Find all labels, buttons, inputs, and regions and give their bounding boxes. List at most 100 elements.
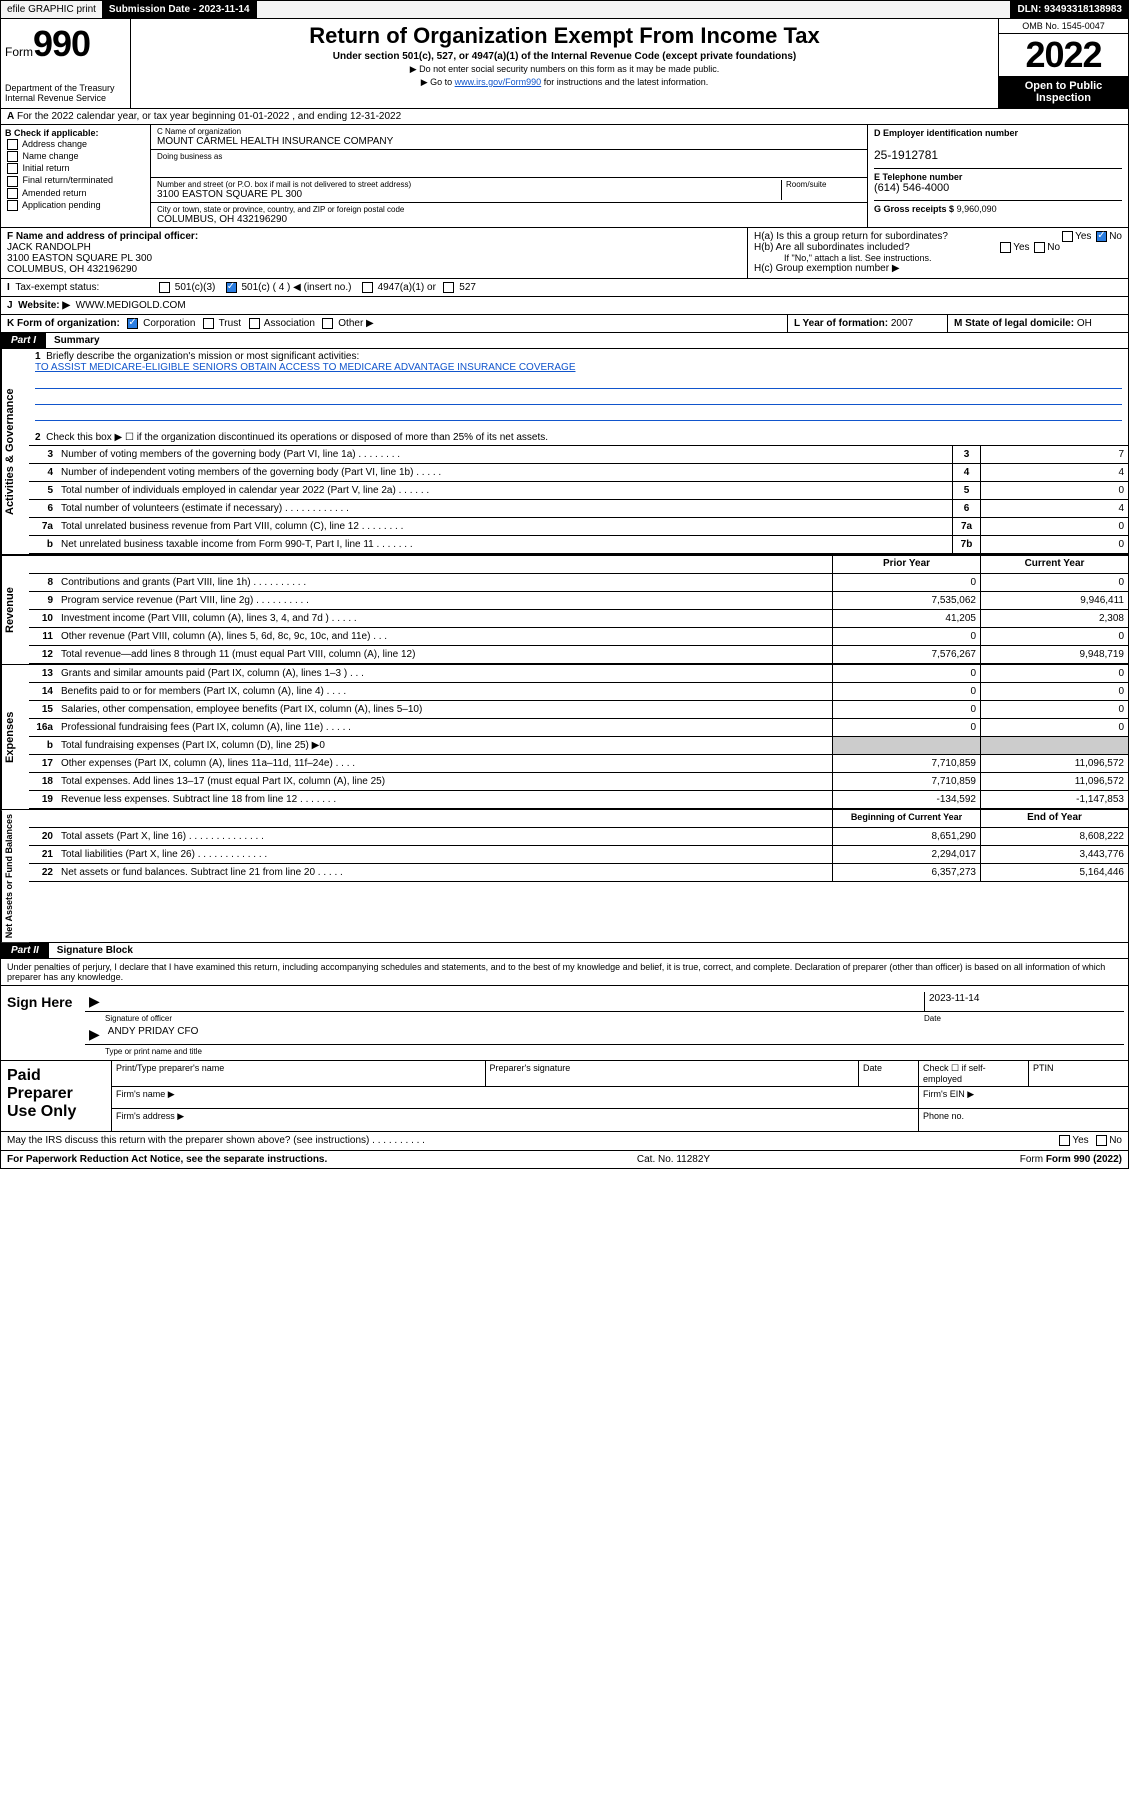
summary-line: bTotal fundraising expenses (Part IX, co… — [29, 737, 1128, 755]
form-subtitle: Under section 501(c), 527, or 4947(a)(1)… — [139, 51, 990, 62]
arrow-icon: ▶ — [85, 1025, 104, 1044]
telephone: E Telephone number (614) 546-4000 — [874, 168, 1122, 194]
summary-line: 21Total liabilities (Part X, line 26) . … — [29, 846, 1128, 864]
irs-link[interactable]: www.irs.gov/Form990 — [455, 77, 542, 87]
summary-expenses: Expenses 13Grants and similar amounts pa… — [0, 664, 1129, 809]
footer-row: For Paperwork Reduction Act Notice, see … — [0, 1151, 1129, 1169]
form-header: Form990 Department of the Treasury Inter… — [0, 19, 1129, 109]
row-a-period: A For the 2022 calendar year, or tax yea… — [0, 109, 1129, 125]
form-id: Form990 — [5, 23, 126, 65]
open-inspection: Open to Public Inspection — [999, 76, 1128, 108]
summary-line: 10Investment income (Part VIII, column (… — [29, 610, 1128, 628]
summary-line: 14Benefits paid to or for members (Part … — [29, 683, 1128, 701]
form-note2: ▶ Go to www.irs.gov/Form990 for instruct… — [139, 77, 990, 88]
submission-date: Submission Date - 2023-11-14 — [103, 1, 257, 18]
tax-year: 2022 — [999, 34, 1128, 76]
row-f-h: F Name and address of principal officer:… — [0, 228, 1129, 279]
col-end-year: End of Year — [980, 810, 1128, 827]
summary-line: 16aProfessional fundraising fees (Part I… — [29, 719, 1128, 737]
state-domicile: M State of legal domicile: OH — [948, 315, 1128, 332]
gross-receipts: G Gross receipts $ 9,960,090 — [874, 200, 1122, 214]
year-formation: L Year of formation: 2007 — [788, 315, 948, 332]
summary-line: 22Net assets or fund balances. Subtract … — [29, 864, 1128, 882]
col-prior-year: Prior Year — [832, 556, 980, 573]
street-address: Number and street (or P.O. box if mail i… — [151, 178, 867, 203]
department: Department of the Treasury Internal Reve… — [5, 83, 126, 103]
officer-name: ANDY PRIDAY CFO — [104, 1025, 203, 1044]
top-bar: efile GRAPHIC print Submission Date - 20… — [0, 0, 1129, 19]
part1-header: Part I Summary — [0, 333, 1129, 349]
dln: DLN: 93493318138983 — [1010, 1, 1128, 18]
check-address[interactable]: Address change — [5, 139, 146, 150]
form-title: Return of Organization Exempt From Incom… — [139, 23, 990, 49]
firm-ein: Firm's EIN ▶ — [918, 1087, 1128, 1108]
preparer-name: Print/Type preparer's name — [111, 1061, 485, 1086]
paid-preparer: Paid Preparer Use Only Print/Type prepar… — [0, 1061, 1129, 1132]
firm-name: Firm's name ▶ — [111, 1087, 918, 1108]
summary-governance: Activities & Governance 1 Briefly descri… — [0, 349, 1129, 554]
mission-text[interactable]: TO ASSIST MEDICARE-ELIGIBLE SENIORS OBTA… — [35, 362, 576, 373]
part2-header: Part II Signature Block — [0, 943, 1129, 959]
check-name[interactable]: Name change — [5, 151, 146, 162]
vtab-expenses: Expenses — [1, 665, 29, 809]
check-amended[interactable]: Amended return — [5, 188, 146, 199]
city-address: City or town, state or province, country… — [151, 203, 867, 227]
summary-line: 5Total number of individuals employed in… — [29, 482, 1128, 500]
ptin: PTIN — [1028, 1061, 1128, 1086]
firm-phone: Phone no. — [918, 1109, 1128, 1131]
summary-line: 17Other expenses (Part IX, column (A), l… — [29, 755, 1128, 773]
summary-line: bNet unrelated business taxable income f… — [29, 536, 1128, 554]
cat-no: Cat. No. 11282Y — [637, 1154, 710, 1165]
summary-line: 20Total assets (Part X, line 16) . . . .… — [29, 828, 1128, 846]
summary-line: 6Total number of volunteers (estimate if… — [29, 500, 1128, 518]
org-info-grid: B Check if applicable: Address change Na… — [0, 125, 1129, 228]
row-k-l-m: K Form of organization: Corporation Trus… — [0, 315, 1129, 333]
form-note1: ▶ Do not enter social security numbers o… — [139, 64, 990, 75]
summary-line: 3Number of voting members of the governi… — [29, 446, 1128, 464]
vtab-revenue: Revenue — [1, 556, 29, 664]
row-i: I Tax-exempt status: 501(c)(3) 501(c) ( … — [0, 279, 1129, 297]
discuss-row: May the IRS discuss this return with the… — [0, 1132, 1129, 1150]
vtab-governance: Activities & Governance — [1, 349, 29, 554]
row-j: J Website: ▶ WWW.MEDIGOLD.COM — [0, 297, 1129, 315]
h-b: H(b) Are all subordinates included? Yes … — [754, 242, 1122, 253]
summary-line: 8Contributions and grants (Part VIII, li… — [29, 574, 1128, 592]
form-ref: Form Form 990 (2022) — [1020, 1154, 1122, 1165]
summary-line: 13Grants and similar amounts paid (Part … — [29, 665, 1128, 683]
self-employed-check[interactable]: Check ☐ if self-employed — [918, 1061, 1028, 1086]
efile-label[interactable]: efile GRAPHIC print — [1, 1, 103, 18]
check-pending[interactable]: Application pending — [5, 200, 146, 211]
h-b-note: If "No," attach a list. See instructions… — [754, 253, 1122, 263]
summary-line: 9Program service revenue (Part VIII, lin… — [29, 592, 1128, 610]
preparer-date: Date — [858, 1061, 918, 1086]
sig-date: 2023-11-14 — [924, 992, 1124, 1011]
paid-preparer-label: Paid Preparer Use Only — [1, 1061, 111, 1131]
ein: D Employer identification number 25-1912… — [874, 128, 1122, 162]
check-final[interactable]: Final return/terminated — [5, 175, 146, 186]
summary-line: 15Salaries, other compensation, employee… — [29, 701, 1128, 719]
arrow-icon: ▶ — [85, 992, 104, 1011]
section-b: B Check if applicable: Address change Na… — [1, 125, 151, 227]
vtab-net: Net Assets or Fund Balances — [1, 810, 29, 942]
firm-address: Firm's address ▶ — [111, 1109, 918, 1131]
summary-line: 19Revenue less expenses. Subtract line 1… — [29, 791, 1128, 809]
summary-line: 7aTotal unrelated business revenue from … — [29, 518, 1128, 536]
org-name: C Name of organization MOUNT CARMEL HEAL… — [151, 125, 867, 150]
summary-line: 4Number of independent voting members of… — [29, 464, 1128, 482]
col-current-year: Current Year — [980, 556, 1128, 573]
h-a: H(a) Is this a group return for subordin… — [754, 231, 1122, 242]
sign-here-label: Sign Here — [1, 986, 81, 1060]
h-c: H(c) Group exemption number ▶ — [754, 263, 1122, 274]
check-initial[interactable]: Initial return — [5, 163, 146, 174]
omb-number: OMB No. 1545-0047 — [999, 19, 1128, 34]
perjury-statement: Under penalties of perjury, I declare th… — [1, 959, 1128, 985]
summary-line: 12Total revenue—add lines 8 through 11 (… — [29, 646, 1128, 664]
summary-line: 18Total expenses. Add lines 13–17 (must … — [29, 773, 1128, 791]
principal-officer: F Name and address of principal officer:… — [7, 231, 741, 275]
col-beginning: Beginning of Current Year — [832, 810, 980, 827]
summary-net-assets: Net Assets or Fund Balances Beginning of… — [0, 809, 1129, 943]
preparer-sig: Preparer's signature — [485, 1061, 859, 1086]
signature-block: Under penalties of perjury, I declare th… — [0, 959, 1129, 1061]
dba: Doing business as — [151, 150, 867, 178]
summary-line: 11Other revenue (Part VIII, column (A), … — [29, 628, 1128, 646]
